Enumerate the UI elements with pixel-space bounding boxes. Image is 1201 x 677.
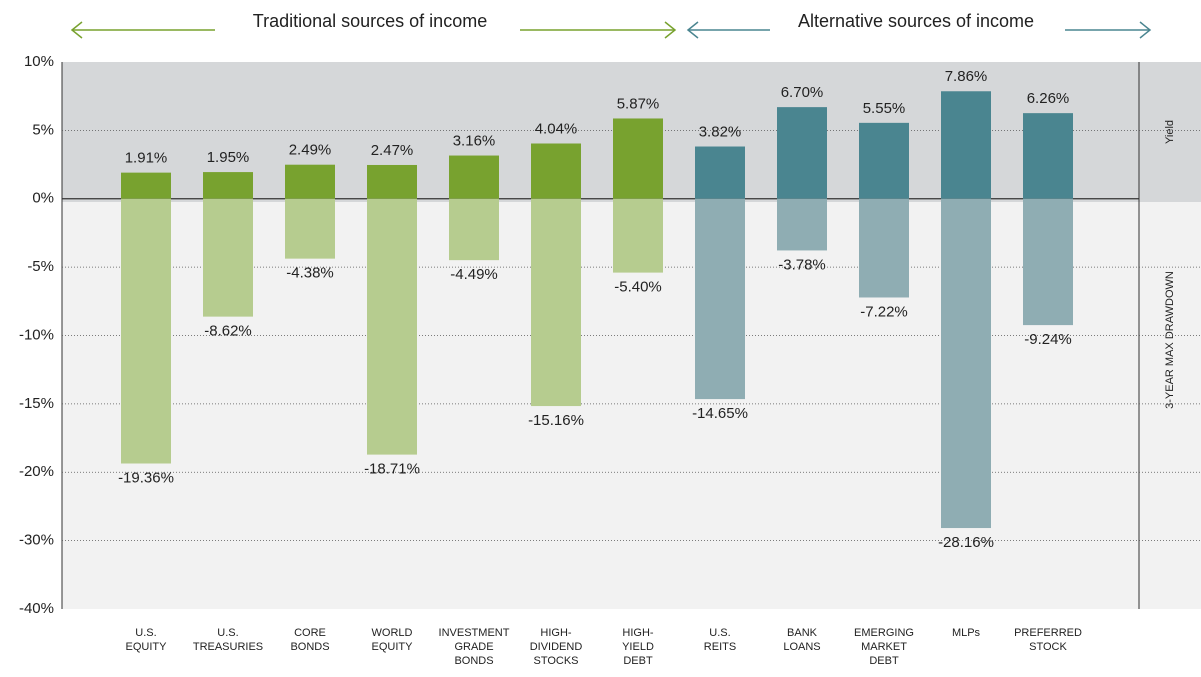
group-label: Alternative sources of income [798, 11, 1034, 31]
y-tick-label: -15% [19, 395, 54, 412]
x-tick-label: EMERGING MARKET DEBT [854, 627, 914, 667]
y-tick-label: -20% [19, 463, 54, 480]
data-label: 7.86% [945, 68, 988, 85]
y-tick-label: -5% [27, 258, 54, 275]
group-label: Traditional sources of income [253, 11, 487, 31]
bar [941, 198, 991, 529]
bar [613, 118, 663, 199]
x-tick-label: PREFERRED STOCK [1014, 627, 1082, 653]
bar [1023, 198, 1073, 326]
bar [777, 198, 827, 251]
data-label: 5.87% [617, 95, 660, 112]
bar [777, 107, 827, 199]
data-label: 3.82% [699, 123, 742, 140]
drawdown-label: 3-YEAR MAX DRAWDOWN [1164, 271, 1176, 409]
data-label: -4.38% [286, 265, 334, 282]
x-tick-label: MLPs [952, 627, 981, 639]
bar [203, 172, 253, 199]
data-label: -15.16% [528, 412, 584, 429]
x-tick-label: HIGH-YIELD DEBT [622, 627, 654, 667]
yield-label: Yield [1164, 120, 1176, 144]
data-label: 6.70% [781, 84, 824, 101]
data-label: 2.47% [371, 142, 414, 159]
data-label: -7.22% [860, 303, 908, 320]
y-tick-label: 5% [32, 121, 54, 138]
bar [859, 122, 909, 199]
data-label: -19.36% [118, 469, 174, 486]
arrow-head [1139, 21, 1152, 39]
y-tick-label: 10% [24, 53, 54, 70]
data-label: -4.49% [450, 266, 498, 283]
data-label: 2.49% [289, 142, 332, 159]
x-tick-label: U.S. TREASURIES [193, 627, 263, 653]
data-label: 6.26% [1027, 90, 1070, 107]
data-label: -5.40% [614, 279, 662, 296]
bar [695, 146, 745, 199]
bar [859, 198, 909, 298]
bar [941, 91, 991, 199]
arrow-head [664, 21, 677, 39]
data-label: 1.95% [207, 149, 250, 166]
x-tick-label: CORE BONDS [290, 627, 329, 653]
bar [203, 198, 253, 317]
bar [1023, 113, 1073, 199]
data-label: 3.16% [453, 133, 496, 150]
data-label: -3.78% [778, 256, 826, 273]
data-label: -8.62% [204, 323, 252, 340]
x-tick-label: WORLD EQUITY [372, 627, 414, 653]
arrow-head [686, 21, 699, 39]
x-tick-label: BANK LOANS [783, 627, 820, 653]
data-label: 5.55% [863, 100, 906, 117]
bar [285, 164, 335, 199]
data-label: -18.71% [364, 461, 420, 478]
x-tick-label: U.S. EQUITY [126, 627, 168, 653]
data-label: 1.91% [125, 150, 168, 167]
data-label: -9.24% [1024, 331, 1072, 348]
y-tick-label: -30% [19, 532, 54, 549]
bar [449, 155, 499, 199]
bar [121, 172, 171, 199]
group-traditional: Traditional sources of income [70, 11, 677, 39]
bar [449, 198, 499, 261]
bar [531, 198, 581, 407]
x-tick-label: HIGH-DIVIDEND STOCKS [530, 627, 583, 667]
group-alternative: Alternative sources of income [686, 11, 1152, 39]
bar [531, 143, 581, 199]
data-label: -28.16% [938, 534, 994, 551]
bar [613, 198, 663, 273]
y-tick-label: 0% [32, 190, 54, 207]
bar [695, 198, 745, 400]
bar [285, 198, 335, 259]
y-tick-label: -40% [19, 600, 54, 617]
bar [367, 198, 417, 455]
x-tick-label: INVESTMENT GRADE BONDS [439, 627, 510, 667]
bar [367, 164, 417, 199]
y-tick-label: -10% [19, 326, 54, 343]
data-label: -14.65% [692, 405, 748, 422]
x-tick-label: U.S. REITS [704, 627, 736, 653]
bar [121, 198, 171, 464]
data-label: 4.04% [535, 120, 578, 137]
arrow-head [70, 21, 83, 39]
